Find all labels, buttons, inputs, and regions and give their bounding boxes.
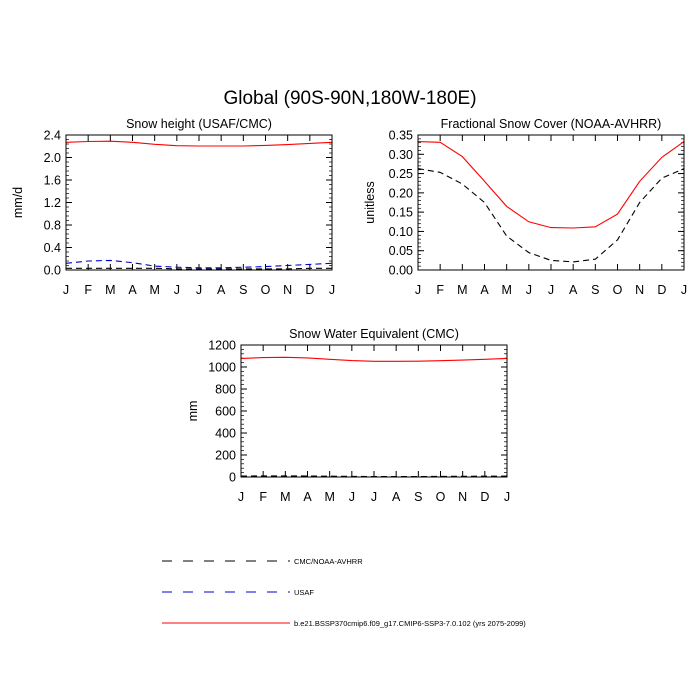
legend-label-model: b.e21.BSSP370cmip6.f09_g17.CMIP6-SSP3-7.… xyxy=(294,619,526,628)
snow-height-xtick-label: D xyxy=(305,283,314,297)
snow-cover-xtick-label: O xyxy=(613,283,623,297)
swe-ytick-label: 800 xyxy=(215,383,236,397)
snow-cover-xtick-label: D xyxy=(657,283,666,297)
legend-item-cmc: CMC/NOAA-AVHRR xyxy=(162,557,363,566)
snow-cover-ytick-label: 0.05 xyxy=(389,244,413,258)
snow-height-xtick-label: A xyxy=(217,283,226,297)
swe-ytick-label: 200 xyxy=(215,449,236,463)
swe-xtick-label: J xyxy=(238,490,244,504)
panel-fractional-snow-cover: Fractional Snow Cover (NOAA-AVHRR) unitle… xyxy=(363,117,687,297)
snow-height-ytick-label: 1.6 xyxy=(44,174,61,188)
snow-cover-xtick-label: J xyxy=(548,283,554,297)
snow-height-ytick-label: 0.4 xyxy=(44,241,61,255)
swe-ytick-label: 0 xyxy=(229,471,236,485)
snow-cover-xtick-label: A xyxy=(480,283,489,297)
swe-xtick-label: D xyxy=(480,490,489,504)
snow-height-xtick-label: J xyxy=(329,283,335,297)
snow-cover-xtick-label: J xyxy=(681,283,687,297)
snow-height-xtick-label: M xyxy=(149,283,159,297)
swe-xtick-label: J xyxy=(349,490,355,504)
swe-xtick-label: J xyxy=(504,490,510,504)
swe-ylabel: mm xyxy=(186,401,200,422)
swe-ytick-label: 600 xyxy=(215,405,236,419)
snow-cover-ylabel: unitless xyxy=(363,181,377,223)
snow-height-title: Snow height (USAF/CMC) xyxy=(126,117,272,131)
snow-height-series-0 xyxy=(66,267,332,270)
swe-xtick-label: O xyxy=(436,490,446,504)
snow-height-ytick-label: 1.2 xyxy=(44,196,61,210)
figure-title: Global (90S-90N,180W-180E) xyxy=(223,88,476,109)
swe-xtick-label: J xyxy=(371,490,377,504)
swe-xtick-label: A xyxy=(392,490,401,504)
snow-cover-title: Fractional Snow Cover (NOAA-AVHRR) xyxy=(441,117,662,131)
snow-cover-plot-frame xyxy=(417,134,685,271)
snow-height-xtick-label: F xyxy=(84,283,92,297)
snow-cover-ytick-label: 0.30 xyxy=(389,148,413,162)
snow-cover-ytick-label: 0.25 xyxy=(389,167,413,181)
snow-cover-ytick-label: 0.35 xyxy=(389,129,413,143)
snow-cover-ytick-label: 0.20 xyxy=(389,186,413,200)
swe-xtick-label: N xyxy=(458,490,467,504)
snow-height-series-2 xyxy=(65,140,333,147)
snow-height-xtick-label: O xyxy=(261,283,271,297)
snow-height-ytick-label: 2.0 xyxy=(44,151,61,165)
legend-item-model: b.e21.BSSP370cmip6.f09_g17.CMIP6-SSP3-7.… xyxy=(162,619,526,628)
legend-label-usaf: USAF xyxy=(294,588,314,597)
panel-snow-height: Snow height (USAF/CMC) mm/d 0.0 0.4 0.8 1.2 1.… xyxy=(11,117,335,297)
snow-cover-xtick-label: J xyxy=(415,283,421,297)
swe-ytick-label: 1000 xyxy=(208,361,236,375)
swe-title: Snow Water Equivalent (CMC) xyxy=(289,327,459,341)
legend-item-usaf: USAF xyxy=(162,588,314,597)
swe-ytick-label: 400 xyxy=(215,427,236,441)
snow-cover-ytick-label: 0.10 xyxy=(389,225,413,239)
snow-height-ytick-label: 2.4 xyxy=(44,129,61,143)
swe-xtick-label: F xyxy=(259,490,267,504)
snow-height-ytick-label: 0.0 xyxy=(44,264,61,278)
snow-height-xtick-label: N xyxy=(283,283,292,297)
swe-series-1 xyxy=(240,356,508,362)
swe-ytick-label: 1200 xyxy=(208,339,236,353)
snow-cover-series-1 xyxy=(417,141,685,229)
snow-height-xtick-label: J xyxy=(63,283,69,297)
snow-cover-xtick-label: A xyxy=(569,283,578,297)
swe-xtick-label: S xyxy=(414,490,422,504)
snow-height-xtick-label: M xyxy=(105,283,115,297)
snow-cover-ytick-label: 0.15 xyxy=(389,206,413,220)
snow-height-xtick-label: S xyxy=(239,283,247,297)
snow-height-xtick-label: A xyxy=(128,283,137,297)
snow-cover-ytick-label: 0.00 xyxy=(389,264,413,278)
snow-height-ytick-label: 0.8 xyxy=(44,219,61,233)
swe-xtick-label: M xyxy=(280,490,290,504)
snow-cover-xtick-label: S xyxy=(591,283,599,297)
legend: CMC/NOAA-AVHRR USAF b.e21.BSSP370cmip6.f… xyxy=(162,557,526,628)
snow-cover-xtick-label: N xyxy=(635,283,644,297)
panel-snow-water-equivalent: Snow Water Equivalent (CMC) mm 0 200 400 600 8… xyxy=(186,327,510,504)
snow-height-ylabel: mm/d xyxy=(11,187,25,218)
snow-cover-xtick-label: J xyxy=(526,283,532,297)
swe-plot-frame xyxy=(240,344,508,478)
swe-xtick-label: A xyxy=(303,490,312,504)
snow-cover-series-0 xyxy=(417,168,685,263)
snow-cover-xtick-label: M xyxy=(457,283,467,297)
snow-height-series-1 xyxy=(65,259,333,269)
legend-label-cmc: CMC/NOAA-AVHRR xyxy=(294,557,363,566)
snow-height-xtick-label: J xyxy=(174,283,180,297)
snow-height-xtick-label: J xyxy=(196,283,202,297)
snow-cover-xtick-label: F xyxy=(436,283,444,297)
snow-height-plot-frame xyxy=(65,134,333,271)
snow-cover-xtick-label: M xyxy=(501,283,511,297)
swe-xtick-label: M xyxy=(324,490,334,504)
